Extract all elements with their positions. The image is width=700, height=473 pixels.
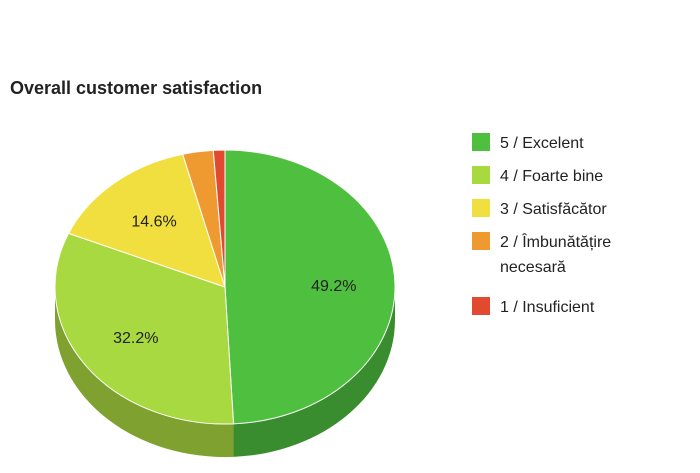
legend-label-5: 1 / Insuficient	[500, 299, 595, 316]
legend-item-3: 3 / Satisfăcător	[472, 199, 607, 218]
slice-value-label-1: 49.2%	[311, 278, 356, 295]
pie-slice-side-2	[55, 287, 234, 458]
pie-slice-2	[54, 232, 235, 425]
legend-swatch-4	[472, 232, 490, 250]
legend-item-4: 2 / Îmbunătățire necesară	[472, 232, 611, 276]
legend-swatch-5	[472, 297, 490, 315]
pie-slice-5	[212, 149, 226, 288]
legend-item-2: 4 / Foarte bine	[472, 166, 603, 185]
legend-label-4: 2 / Îmbunătățire necesară	[500, 232, 611, 276]
chart-title: Overall customer satisfaction	[10, 78, 262, 98]
pie-slice-side-1	[233, 287, 395, 457]
legend-swatch-3	[472, 199, 490, 217]
legend-item-1: 5 / Excelent	[472, 133, 584, 152]
legend-label-3: 3 / Satisfăcător	[500, 201, 607, 218]
legend-item-5: 1 / Insuficient	[472, 297, 595, 316]
slice-value-label-3: 14.6%	[131, 214, 176, 231]
pie-slice-3	[67, 153, 226, 288]
pie-layer: 49.2% 32.2% 14.6%	[54, 149, 396, 458]
legend-swatch-2	[472, 166, 490, 184]
slice-value-label-2: 32.2%	[113, 330, 158, 347]
legend-label-1: 5 / Excelent	[500, 135, 584, 152]
legend: 5 / Excelent 4 / Foarte bine 3 / Satisfăcă…	[472, 133, 611, 316]
legend-label-2: 4 / Foarte bine	[500, 168, 603, 185]
legend-swatch-1	[472, 133, 490, 151]
pie-slice-1	[224, 149, 396, 425]
